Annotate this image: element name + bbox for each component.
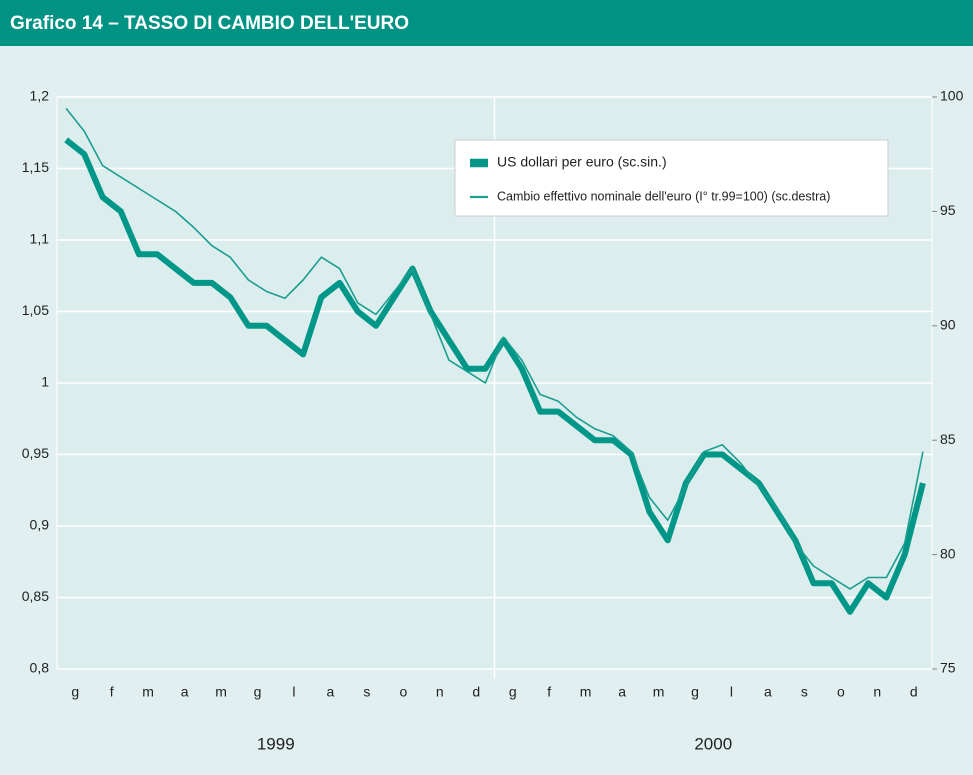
x-tick-label: m xyxy=(653,684,665,700)
y2-tick-label: 85 xyxy=(940,431,956,447)
y-tick-label: 0,95 xyxy=(22,445,49,461)
x-group-label: 1999 xyxy=(257,734,295,753)
y2-tick-label: 75 xyxy=(940,660,956,676)
x-tick-label: f xyxy=(547,684,551,700)
x-group-label: 2000 xyxy=(694,734,732,753)
x-tick-label: s xyxy=(801,684,808,700)
y-tick-label: 1,05 xyxy=(22,302,49,318)
y-tick-label: 1 xyxy=(41,374,49,390)
y-tick-label: 0,85 xyxy=(22,588,49,604)
x-tick-label: l xyxy=(730,684,733,700)
series-line xyxy=(65,107,924,590)
x-tick-label: a xyxy=(181,684,189,700)
x-tick-label: g xyxy=(254,684,262,700)
y2-tick-label: 80 xyxy=(940,545,956,561)
x-tick-label: m xyxy=(215,684,227,700)
x-tick-label: o xyxy=(837,684,845,700)
y-tick-label: 1,1 xyxy=(30,231,50,247)
y2-tick-label: 95 xyxy=(940,202,956,218)
x-tick-label: a xyxy=(764,684,772,700)
x-tick-label: g xyxy=(509,684,517,700)
x-tick-label: m xyxy=(580,684,592,700)
x-tick-label: d xyxy=(472,684,480,700)
x-tick-label: o xyxy=(399,684,407,700)
legend-label: US dollari per euro (sc.sin.) xyxy=(497,154,667,170)
y-tick-label: 1,2 xyxy=(30,88,50,104)
legend-label: Cambio effettivo nominale dell'euro (I° … xyxy=(497,189,830,203)
x-tick-label: a xyxy=(618,684,626,700)
legend-box xyxy=(454,139,889,217)
x-tick-label: m xyxy=(142,684,154,700)
x-tick-label: l xyxy=(292,684,295,700)
x-tick-label: g xyxy=(71,684,79,700)
y2-tick-label: 100 xyxy=(940,88,964,104)
x-tick-label: n xyxy=(873,684,881,700)
x-tick-label: d xyxy=(910,684,918,700)
series-line xyxy=(64,137,926,615)
header-bar xyxy=(0,0,973,46)
chart-title: Grafico 14 – TASSO DI CAMBIO DELL'EURO xyxy=(10,13,409,34)
y-tick-label: 0,8 xyxy=(30,660,50,676)
x-tick-label: a xyxy=(327,684,335,700)
x-tick-label: g xyxy=(691,684,699,700)
y-tick-label: 0,9 xyxy=(30,517,50,533)
x-tick-label: s xyxy=(363,684,370,700)
x-tick-label: n xyxy=(436,684,444,700)
x-tick-label: f xyxy=(110,684,114,700)
y-tick-label: 1,15 xyxy=(22,159,49,175)
y2-tick-label: 90 xyxy=(940,317,956,333)
